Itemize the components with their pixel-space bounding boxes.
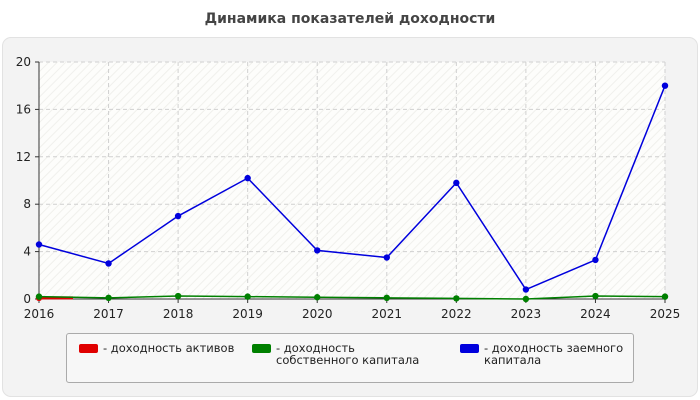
series-point-2	[174, 212, 182, 220]
tick-labels: 0 4 8 12 16 20 2016 2017 2018 2019 2020 2021 2022 202…	[16, 55, 681, 321]
legend-swatch-equity	[252, 344, 271, 353]
series-point-1	[35, 293, 43, 300]
series-point-1	[522, 295, 530, 303]
x-tick-label: 2025	[650, 307, 681, 321]
plot-area	[39, 62, 665, 299]
series-point-2	[314, 247, 321, 254]
series-point-2	[522, 286, 530, 293]
series-line-2	[38, 85, 666, 291]
y-tick-label: 4	[23, 245, 31, 259]
x-tick-label: 2018	[163, 307, 194, 321]
series-point-2	[592, 256, 599, 264]
x-tick-label: 2020	[302, 307, 333, 321]
y-tick-label: 16	[16, 102, 31, 116]
y-tick-label: 0	[23, 292, 31, 306]
x-tick-label: 2024	[580, 307, 611, 321]
legend-label-assets: - доходность активов	[103, 341, 235, 355]
series-point-1	[244, 293, 251, 300]
x-tick-label: 2016	[24, 307, 55, 321]
series-point-2	[244, 174, 251, 182]
x-tick-label: 2019	[232, 307, 263, 321]
series-point-2	[661, 82, 669, 89]
y-tick-label: 20	[16, 55, 31, 69]
series-point-2	[105, 260, 112, 267]
y-tick-label: 12	[16, 150, 31, 164]
series-point-1	[453, 295, 460, 302]
series-point-1	[592, 292, 599, 300]
series-lines	[35, 82, 669, 303]
legend-swatch-assets	[79, 344, 98, 353]
legend-label-equity: - доходность собственного капитала	[276, 341, 420, 367]
x-tick-label: 2023	[511, 307, 542, 321]
legend-label-borrowed: - доходность заемного капитала	[484, 341, 624, 367]
x-tick-label: 2021	[372, 307, 403, 321]
series-point-1	[661, 293, 669, 300]
x-tick-label: 2017	[93, 307, 124, 321]
series-point-1	[383, 294, 390, 302]
series-point-1	[105, 294, 112, 302]
series-point-2	[35, 241, 43, 248]
series-point-1	[314, 294, 321, 301]
y-tick-label: 8	[23, 197, 31, 211]
legend: - доходность активов - доходность собств…	[66, 333, 634, 383]
chart-title: Динамика показателей доходности	[204, 11, 496, 27]
x-tick-label: 2022	[441, 307, 472, 321]
legend-swatch-borrowed	[460, 344, 479, 353]
series-line-1	[38, 295, 666, 300]
series-point-2	[453, 179, 460, 187]
series-point-1	[174, 292, 182, 300]
series-point-2	[383, 254, 390, 261]
